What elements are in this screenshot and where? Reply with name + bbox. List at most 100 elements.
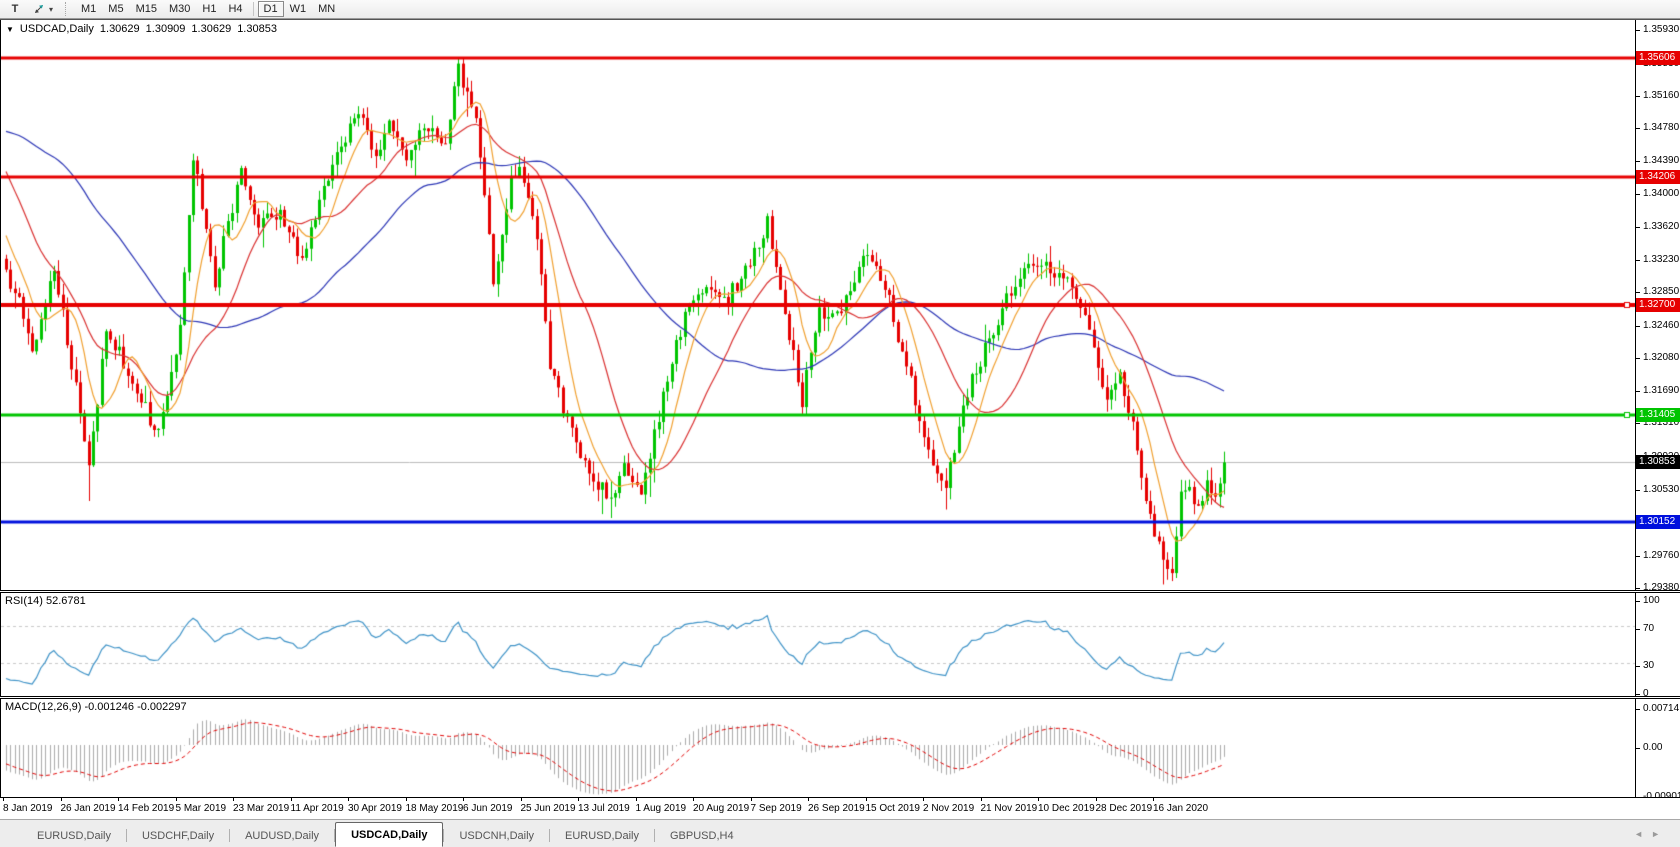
- tab-scroll-arrows: ◄►: [1634, 829, 1668, 839]
- price-tick: 1.32850: [1636, 286, 1680, 298]
- timeframe-button-m1[interactable]: M1: [75, 1, 102, 17]
- macd-plot[interactable]: MACD(12,26,9) -0.001246 -0.002297: [0, 699, 1636, 797]
- date-axis[interactable]: 8 Jan 2019 26 Jan 2019 14 Feb 2019 5 Mar 20…: [0, 798, 1680, 819]
- date-tick: [3, 798, 4, 801]
- date-tick: [1038, 798, 1039, 801]
- main-chart-plot[interactable]: ▼ USDCAD,Daily 1.30629 1.30909 1.30629 1…: [0, 20, 1636, 590]
- chart-tab-eurusd-daily[interactable]: EURUSD,Daily: [565, 830, 639, 842]
- date-label: 1 Aug 2019: [635, 803, 687, 814]
- chart-header: ▼ USDCAD,Daily 1.30629 1.30909 1.30629 1…: [6, 23, 277, 35]
- date-label: 21 Nov 2019: [980, 803, 1038, 814]
- date-label: 7 Sep 2019: [750, 803, 802, 814]
- price-tick: 1.31310: [1636, 417, 1680, 429]
- tab-separator: [229, 829, 231, 842]
- rsi-panel: RSI(14) 52.6781 100 70 30 0: [0, 590, 1680, 699]
- rsi-label: RSI(14) 52.6781: [5, 595, 86, 607]
- price-tick: 1.34390: [1636, 155, 1680, 167]
- arrows-icon: [35, 5, 43, 13]
- price-level-badge: 1.31405: [1636, 408, 1680, 423]
- price-tick: 1.33620: [1636, 221, 1680, 233]
- rsi-tick: 70: [1636, 623, 1680, 635]
- price-tick: 1.32080: [1636, 352, 1680, 364]
- date-tick: [980, 798, 982, 801]
- price-level-badge: 1.32700: [1636, 298, 1680, 313]
- date-tick: [60, 798, 62, 801]
- ohlc-high: 1.30909: [145, 23, 186, 35]
- timeframe-button-m5[interactable]: M5: [102, 1, 129, 17]
- macd-tick: 0.00: [1636, 742, 1680, 754]
- date-label: 26 Jan 2019: [60, 803, 116, 814]
- date-label: 26 Sep 2019: [808, 803, 865, 814]
- timeframe-button-m15[interactable]: M15: [130, 1, 163, 17]
- price-level-badge: 1.34206: [1636, 169, 1680, 184]
- tab-scroll-right-icon[interactable]: ►: [1651, 828, 1668, 839]
- dropdown-caret-icon: ▾: [49, 4, 54, 14]
- timeframe-button-h4[interactable]: H4: [222, 1, 248, 17]
- rsi-plot[interactable]: RSI(14) 52.6781: [0, 593, 1636, 696]
- date-label: 2 Nov 2019: [923, 803, 975, 814]
- current-price-badge: 1.30853: [1636, 455, 1680, 470]
- chart-tab-usdcnh-daily[interactable]: USDCNH,Daily: [459, 830, 535, 842]
- macd-axis[interactable]: 0.00714 0.00 -0.009015: [1636, 699, 1680, 802]
- timeframe-button-d1[interactable]: D1: [257, 1, 284, 17]
- date-label: 10 Dec 2019: [1038, 803, 1095, 814]
- chart-title: USDCAD,Daily: [19, 23, 94, 35]
- timeframe-button-w1[interactable]: W1: [284, 1, 313, 17]
- candlestick-canvas[interactable]: [1, 20, 1635, 590]
- rsi-tick: 30: [1636, 660, 1680, 672]
- date-tick: [175, 798, 177, 801]
- chart-tab-gbpusd-h4[interactable]: GBPUSD,H4: [670, 830, 734, 842]
- chart-tab-eurusd-daily[interactable]: EURUSD,Daily: [37, 830, 111, 842]
- tab-strip: EURUSD,Daily USDCHF,Daily AUDUSD,Daily USDC…: [22, 822, 749, 847]
- price-tick: 1.29760: [1636, 550, 1680, 562]
- date-label: 13 Jul 2019: [578, 803, 630, 814]
- chart-tab-usdcad-daily[interactable]: USDCAD,Daily: [335, 822, 444, 847]
- tab-separator: [334, 829, 336, 842]
- tab-separator: [443, 829, 445, 842]
- date-tick: [923, 798, 924, 801]
- date-tick: [808, 798, 809, 801]
- rsi-axis[interactable]: 100 70 30 0: [1636, 593, 1680, 699]
- timeframe-button-h1[interactable]: H1: [196, 1, 222, 17]
- toolbar-separator: [65, 2, 71, 16]
- date-tick: [118, 798, 119, 801]
- timeframe-button-mn[interactable]: MN: [312, 1, 341, 17]
- date-tick: [865, 798, 867, 801]
- chart-tab-audusd-daily[interactable]: AUDUSD,Daily: [245, 830, 320, 842]
- date-label: 14 Feb 2019: [118, 803, 175, 814]
- rsi-canvas[interactable]: [1, 593, 1635, 696]
- date-tick: [348, 798, 349, 801]
- chart-tab-usdchf-daily[interactable]: USDCHF,Daily: [141, 830, 215, 842]
- ohlc-low: 1.30629: [191, 23, 232, 35]
- price-tick: 1.35160: [1636, 90, 1680, 102]
- date-label: 25 Jun 2019: [520, 803, 576, 814]
- timeframe-group: M1 M5 M15 M30 H1 H4 D1 W1 MN: [75, 1, 341, 17]
- price-tick: 1.31690: [1636, 385, 1680, 397]
- macd-tick: -0.009015: [1636, 791, 1680, 803]
- text-tool-button[interactable]: T: [4, 1, 26, 17]
- date-tick: [405, 798, 407, 801]
- text-tool-icon: T: [11, 3, 19, 15]
- ohlc-close: 1.30853: [237, 23, 277, 35]
- tab-separator: [125, 829, 127, 842]
- date-tick: [578, 798, 579, 801]
- date-label: 15 Oct 2019: [865, 803, 920, 814]
- date-label: 6 Jun 2019: [463, 803, 513, 814]
- toolbar: T ▾ M1 M5 M15 M30 H1 H4 D1 W1 MN: [0, 0, 1680, 19]
- tab-scroll-left-icon[interactable]: ◄: [1634, 828, 1652, 839]
- price-tick: 1.34780: [1636, 122, 1680, 134]
- date-tick: [290, 798, 292, 801]
- arrows-tool-button[interactable]: ▾: [26, 1, 59, 17]
- timeframe-button-m30[interactable]: M30: [163, 1, 196, 17]
- date-label: 28 Dec 2019: [1095, 803, 1153, 814]
- date-label: 11 Apr 2019: [290, 803, 344, 814]
- macd-canvas[interactable]: [1, 699, 1635, 797]
- date-tick: [750, 798, 752, 801]
- date-tick: [463, 798, 464, 801]
- tab-separator: [549, 829, 551, 842]
- collapse-arrow-icon[interactable]: ▼: [6, 24, 14, 34]
- price-tick: 1.34000: [1636, 188, 1680, 200]
- date-tick: [520, 798, 522, 801]
- price-axis[interactable]: 1.359301.355301.351601.347801.343901.340…: [1636, 20, 1680, 593]
- main-chart-panel: ▼ USDCAD,Daily 1.30629 1.30909 1.30629 1…: [0, 19, 1680, 593]
